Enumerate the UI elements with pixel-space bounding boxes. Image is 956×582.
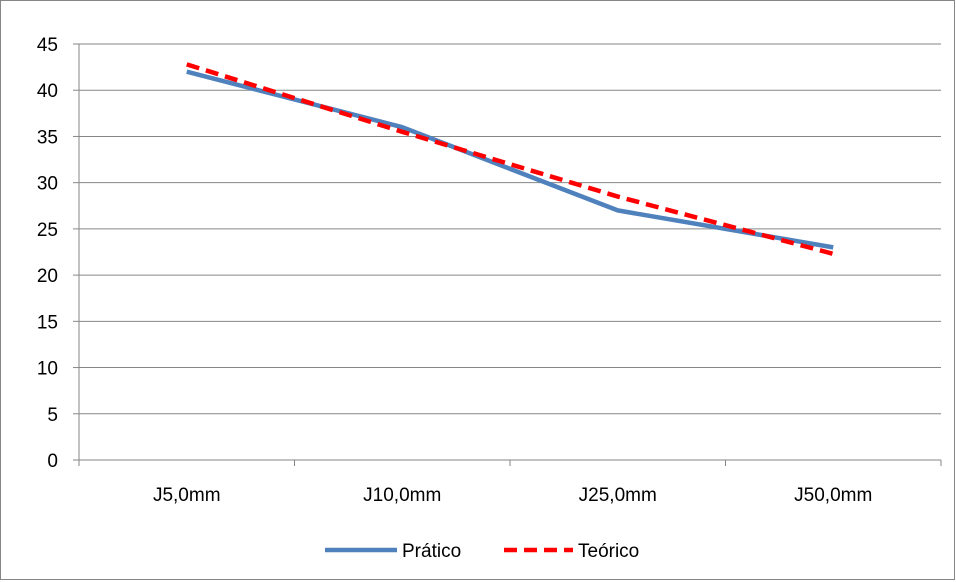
y-tick-label: 5 [47, 405, 58, 426]
y-axis-tick-labels: 0 5 10 15 20 25 30 35 40 45 [37, 35, 58, 472]
y-tick-label: 25 [37, 220, 58, 241]
axes [73, 44, 941, 466]
y-tick-label: 30 [37, 174, 58, 195]
x-tick-label: J5,0mm [153, 485, 221, 506]
gridlines [79, 44, 941, 414]
series-line-0 [187, 72, 834, 248]
legend: Prático Teórico [325, 541, 639, 562]
x-tick-label: J25,0mm [579, 485, 657, 506]
series-line-1 [187, 64, 834, 254]
y-tick-label: 20 [37, 266, 58, 287]
y-tick-label: 15 [37, 312, 58, 333]
series-lines [187, 64, 834, 254]
legend-label-1: Teórico [578, 541, 639, 562]
x-axis-tick-labels: J5,0mm J10,0mm J25,0mm J50,0mm [153, 485, 872, 506]
y-tick-label: 45 [37, 35, 58, 56]
x-tick-label: J10,0mm [363, 485, 441, 506]
y-tick-label: 40 [37, 81, 58, 102]
x-tick-label: J50,0mm [794, 485, 872, 506]
y-tick-label: 0 [47, 451, 58, 472]
legend-label-0: Prático [402, 541, 461, 562]
y-tick-label: 35 [37, 127, 58, 148]
y-tick-label: 10 [37, 359, 58, 380]
